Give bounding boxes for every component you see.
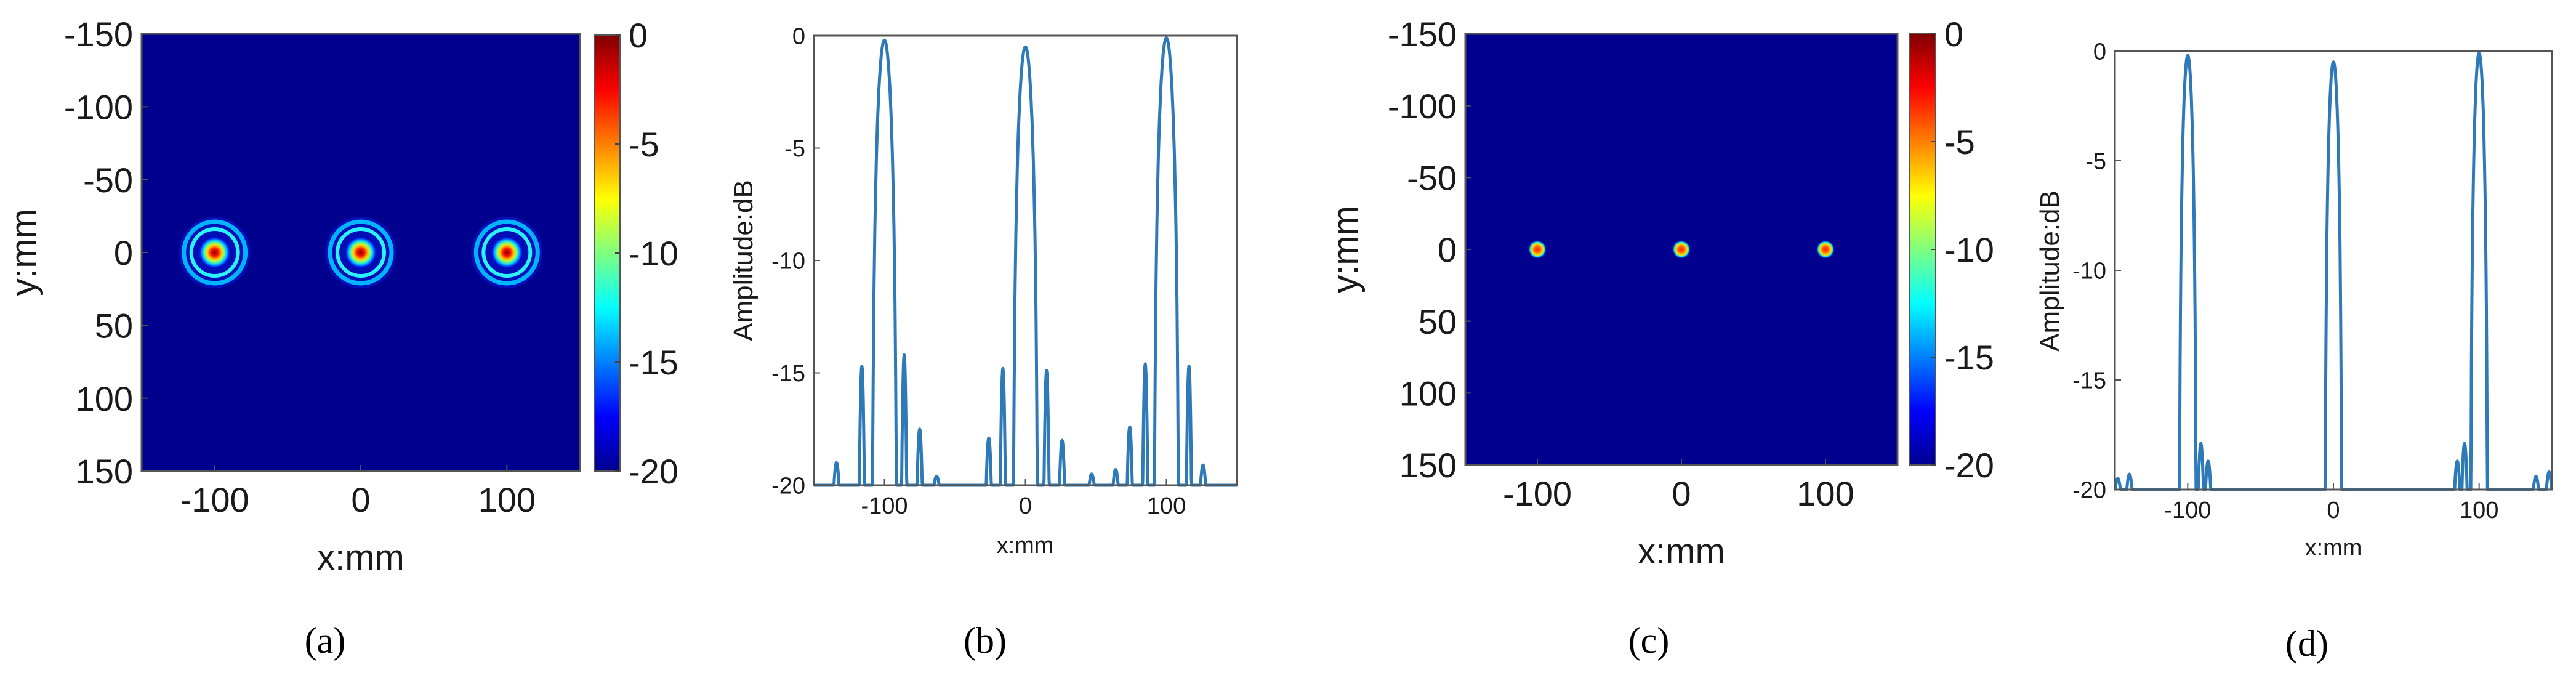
- y-tick-label: -50: [83, 161, 133, 200]
- y-tick-label: -10: [2072, 259, 2106, 285]
- sidelobe-ring-inner: [336, 227, 386, 278]
- x-tick-label: 0: [1019, 493, 1032, 519]
- y-tick-label: 0: [114, 233, 133, 272]
- line-d-ticks: -100 0 100 0 -5 -10 -15 -20: [2072, 39, 2498, 523]
- colorbar-c-ticks: 0 -5 -10 -15 -20: [1931, 15, 1994, 485]
- panel-b: -100 0 100 0 -5 -10 -15 -20 x:mm Amplitude:dB: [728, 24, 1238, 559]
- line-b-ticks: -100 0 100 0 -5 -10 -15 -20: [771, 24, 1186, 519]
- line-d-series: [2113, 52, 2554, 491]
- x-tick-label: 100: [2460, 498, 2498, 523]
- colorbar-tick-label: 0: [629, 16, 648, 55]
- y-tick-label: 100: [1399, 374, 1457, 413]
- x-tick-label: -100: [2164, 498, 2211, 523]
- heatmap-a-target: [179, 217, 251, 288]
- y-tick-label: -20: [2072, 478, 2106, 504]
- y-tick-label: 150: [1399, 446, 1457, 485]
- y-tick-label: 0: [792, 24, 805, 50]
- line-d-xlabel: x:mm: [2305, 535, 2362, 561]
- sidelobe-ring-outer: [328, 219, 394, 286]
- target-spot: [491, 236, 523, 268]
- target-spot: [1528, 240, 1547, 259]
- line-b-plot-area: [814, 36, 1237, 485]
- x-tick-label: 100: [478, 480, 536, 519]
- y-tick-label: -50: [1407, 158, 1457, 197]
- line-d-plot-area: [2115, 51, 2552, 490]
- y-tick-label: 50: [95, 306, 133, 345]
- y-tick-label: 100: [76, 379, 133, 418]
- x-tick-label: -100: [1503, 474, 1572, 513]
- heatmap-c-targets: [1528, 240, 1835, 259]
- y-tick-label: -10: [771, 249, 805, 275]
- heatmap-a-targets: [179, 217, 543, 288]
- x-tick-label: -100: [180, 480, 249, 519]
- colorbar-tick-label: -10: [629, 234, 678, 273]
- heatmap-c-target: [1672, 240, 1691, 259]
- caption-d: (d): [2285, 623, 2328, 664]
- line-b-xlabel: x:mm: [997, 533, 1054, 559]
- y-tick-label: 0: [1438, 230, 1457, 269]
- heatmap-a-xlabel: x:mm: [317, 538, 405, 578]
- target-spot: [1672, 240, 1691, 259]
- colorbar-tick-label: -10: [1944, 230, 1994, 269]
- sidelobe-ring-inner: [189, 227, 240, 278]
- panel-d: -100 0 100 0 -5 -10 -15 -20 x:mm Amplitude:dB: [2035, 39, 2554, 561]
- heatmap-c-ylabel: y:mm: [1326, 206, 1366, 293]
- x-tick-label: -100: [861, 493, 908, 519]
- y-tick-label: -100: [64, 87, 133, 126]
- colorbar-tick-label: -15: [1944, 338, 1994, 377]
- colorbar-tick-label: -15: [629, 343, 678, 382]
- y-tick-label: 50: [1419, 302, 1457, 341]
- y-tick-label: -150: [1388, 15, 1457, 54]
- y-tick-label: -15: [2072, 368, 2106, 394]
- heatmap-c-ticks: -100 0 100 -150 -100 -50 0 50 100 150: [1388, 15, 1854, 513]
- target-spot: [1816, 240, 1835, 259]
- y-tick-label: -5: [2085, 149, 2106, 175]
- x-tick-label: 0: [351, 480, 370, 519]
- colorbar-a-ticks: 0 -5 -10 -15 -20: [615, 16, 678, 491]
- caption-a: (a): [305, 620, 346, 661]
- colorbar-tick-label: 0: [1944, 15, 1963, 54]
- y-tick-label: -15: [771, 361, 805, 387]
- y-tick-label: 0: [2093, 39, 2106, 65]
- caption-b: (b): [964, 620, 1007, 661]
- colorbar-tick-label: -20: [629, 452, 678, 491]
- target-spot: [198, 236, 231, 268]
- sidelobe-ring-outer: [182, 219, 248, 286]
- heatmap-a-target: [471, 217, 543, 288]
- heatmap-c-xlabel: x:mm: [1638, 531, 1725, 571]
- y-tick-label: -150: [64, 15, 133, 54]
- heatmap-a-target: [325, 217, 396, 288]
- x-tick-label: 100: [1797, 474, 1854, 513]
- x-tick-label: 100: [1147, 493, 1186, 519]
- heatmap-a-ticks: -100 0 100 -150 -100 -50 0 50 100 150: [64, 15, 536, 519]
- line-b-series: [813, 36, 1238, 487]
- caption-c: (c): [1628, 620, 1670, 661]
- y-tick-label: -20: [771, 474, 805, 499]
- line-b-ylabel: Amplitude:dB: [728, 180, 759, 341]
- x-tick-label: 0: [1672, 474, 1691, 513]
- sidelobe-ring-inner: [481, 227, 533, 278]
- target-spot: [345, 236, 377, 268]
- sidelobe-ring-outer: [473, 219, 540, 286]
- colorbar-tick-label: -20: [1944, 446, 1994, 485]
- y-tick-label: 150: [76, 452, 133, 491]
- x-tick-label: 0: [2327, 498, 2340, 523]
- line-d-ylabel: Amplitude:dB: [2035, 190, 2065, 352]
- heatmap-c-target: [1816, 240, 1835, 259]
- heatmap-a-ylabel: y:mm: [4, 209, 44, 296]
- colorbar-tick-label: -5: [1944, 123, 1975, 161]
- colorbar-tick-label: -5: [629, 125, 659, 164]
- heatmap-c-target: [1528, 240, 1547, 259]
- y-tick-label: -100: [1388, 87, 1457, 126]
- y-tick-label: -5: [784, 136, 805, 162]
